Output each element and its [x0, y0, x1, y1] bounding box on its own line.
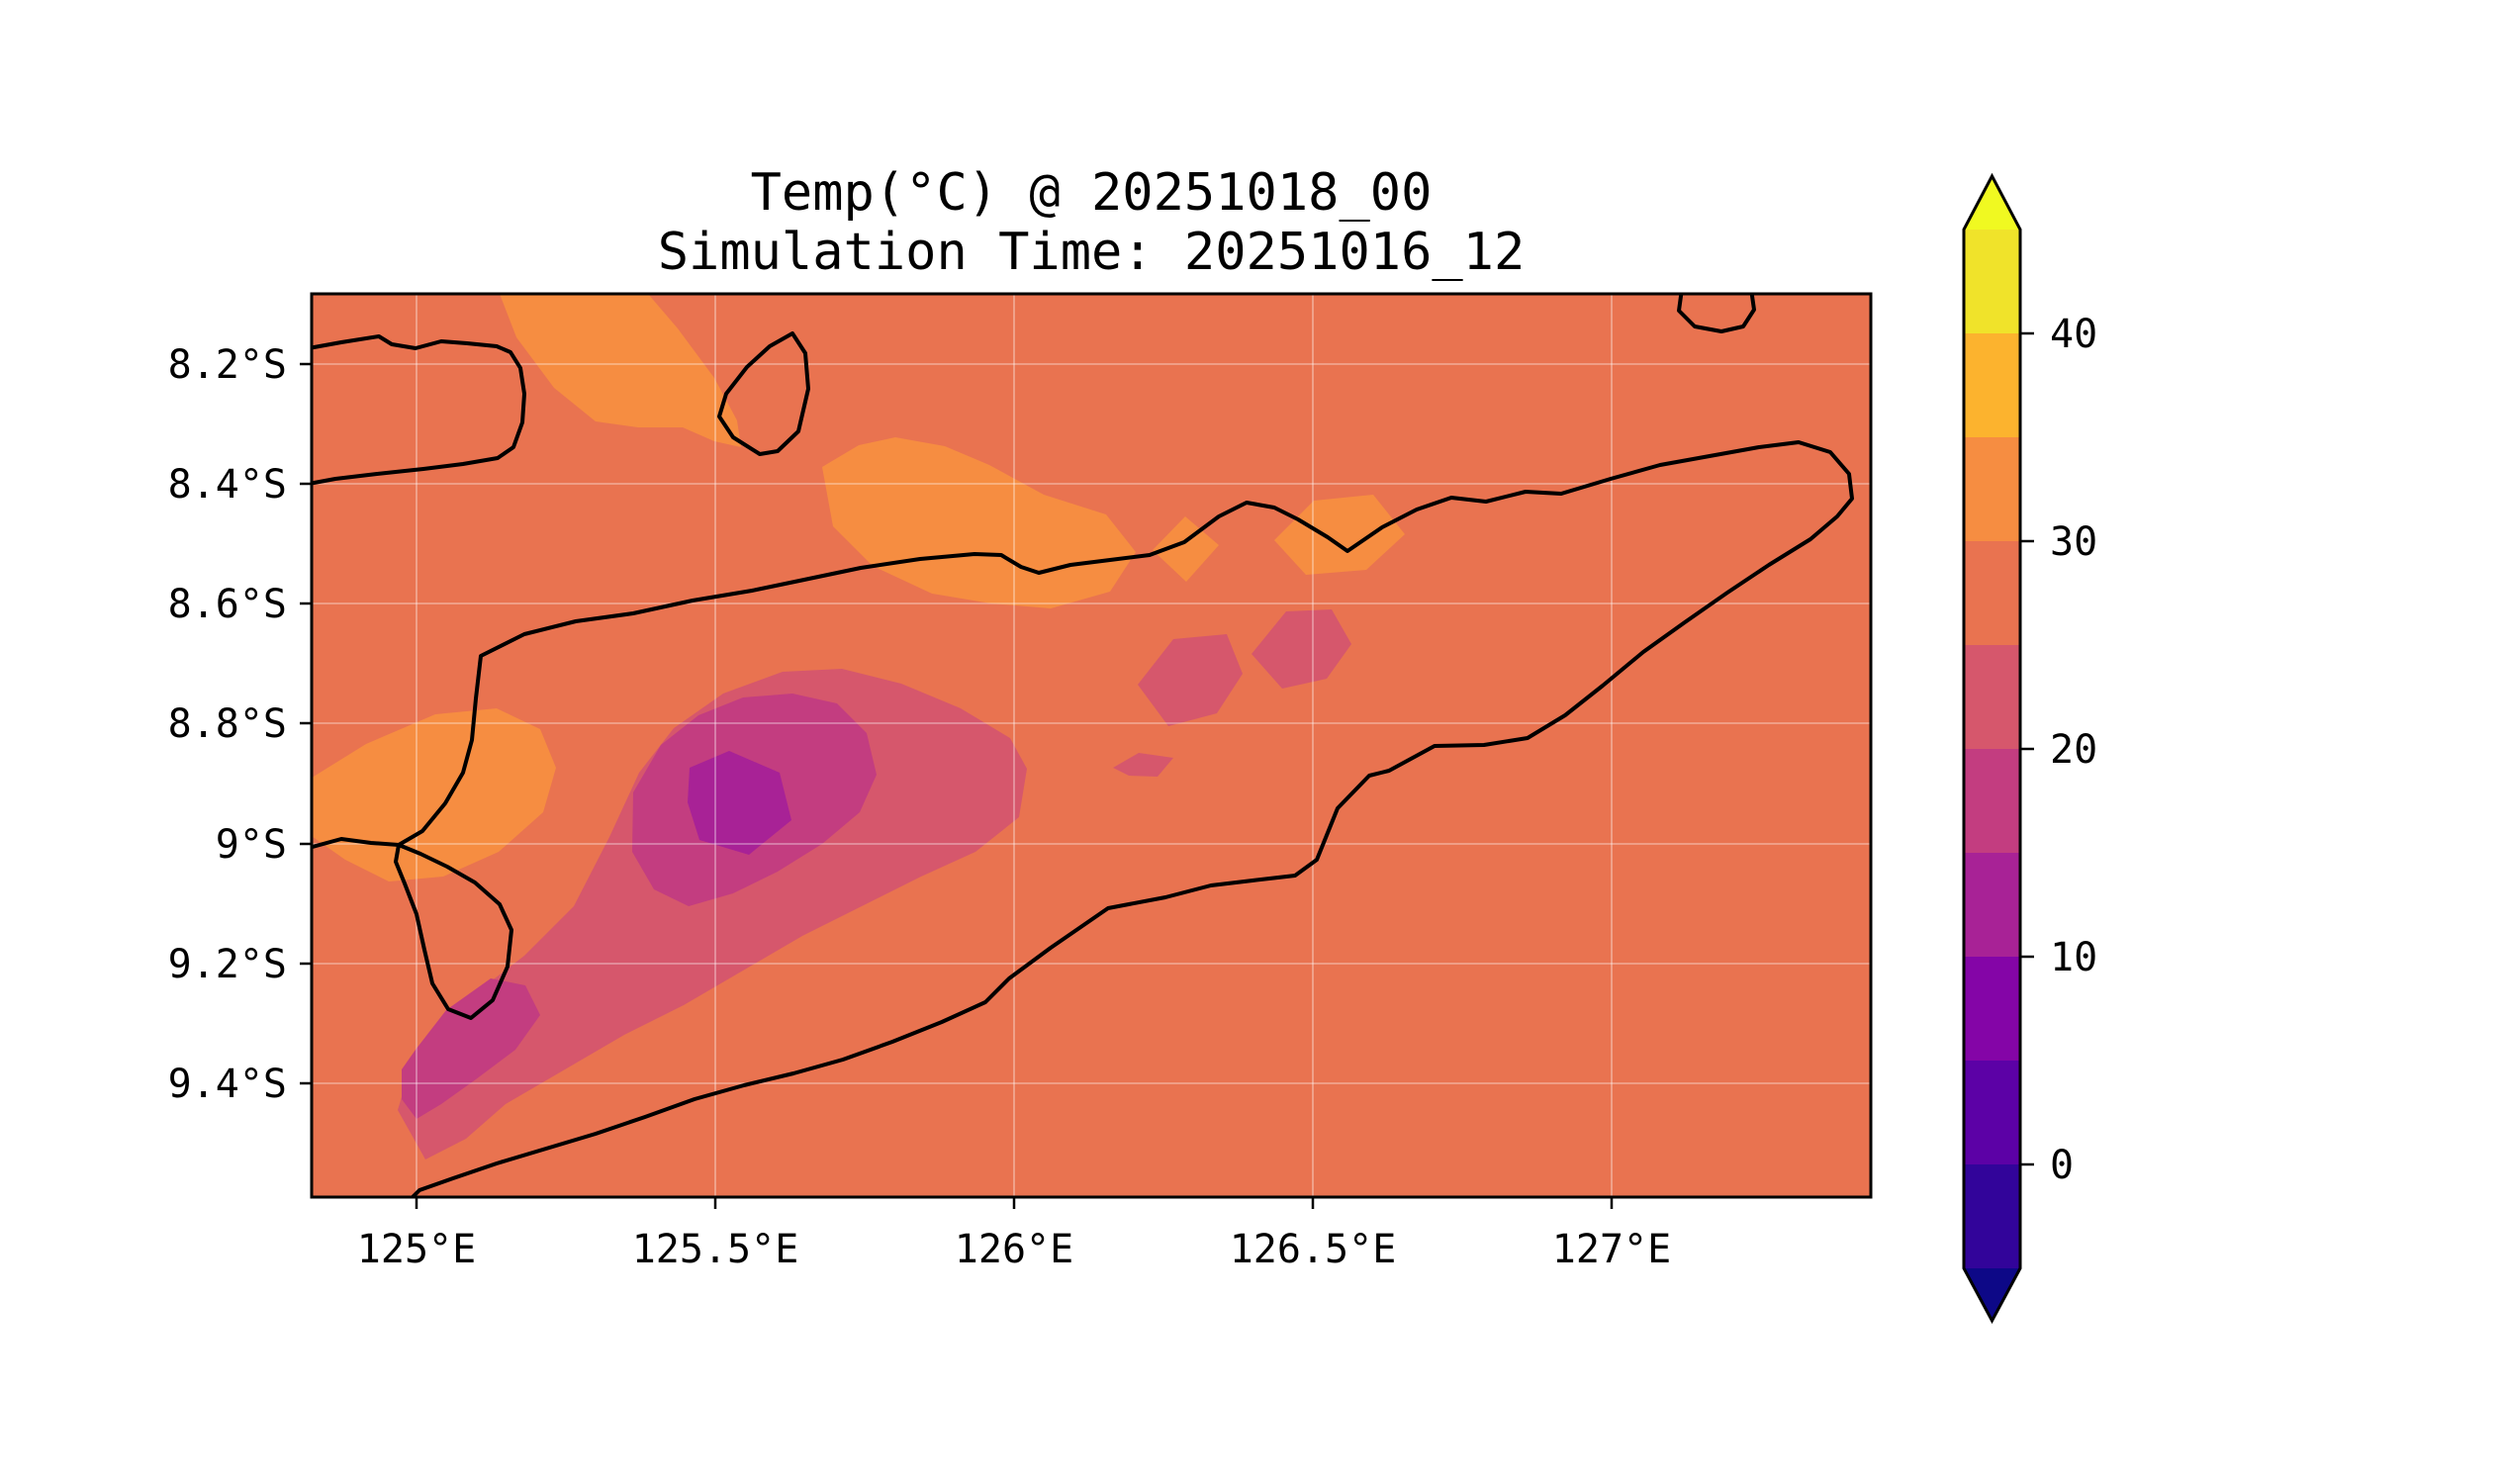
- colorbar-outline: [1962, 172, 2022, 1325]
- colorbar-segment: [1964, 749, 2020, 853]
- colorbar-segment: [1964, 333, 2020, 437]
- colorbar-over-arrow: [1964, 176, 2020, 230]
- contour-orange-coastal-band: [822, 437, 1136, 608]
- y-tick-label: 8.6°S: [168, 582, 287, 627]
- y-tick-label: 9.4°S: [168, 1062, 287, 1107]
- coastline-island-northwest: [312, 334, 526, 486]
- colorbar-segment: [1964, 541, 2020, 645]
- contour-magenta-southwest: [402, 978, 540, 1119]
- colorbar: 40 30 20 10 0: [1962, 172, 2097, 1325]
- x-tick-label: 126°E: [955, 1227, 1073, 1272]
- contour-rose-blob-east1: [1138, 634, 1243, 726]
- colorbar-segment: [1964, 645, 2020, 749]
- colorbar-segment: [1964, 853, 2020, 957]
- y-tick-label: 9°S: [216, 822, 287, 868]
- x-tick-label: 125°E: [357, 1227, 476, 1272]
- x-tick-label: 126.5°E: [1230, 1227, 1397, 1272]
- colorbar-segment: [1964, 1164, 2020, 1268]
- colorbar-tick-label: 20: [2050, 727, 2097, 773]
- colorbar-segment: [1964, 1061, 2020, 1164]
- plot-title-line1: Temp(°C) @ 20251018_00: [751, 163, 1433, 223]
- contour-rose-main-band: [398, 669, 1027, 1159]
- contour-rose-sliver: [1113, 753, 1173, 777]
- colorbar-tick-label: 40: [2050, 312, 2097, 357]
- x-axis-labels: 125°E 125.5°E 126°E 126.5°E 127°E: [357, 1227, 1671, 1272]
- contour-purple-core: [688, 751, 791, 855]
- colorbar-tick-label: 0: [2050, 1143, 2074, 1188]
- coastline-island-top-edge: [1677, 294, 1756, 333]
- colorbar-segment: [1964, 230, 2020, 333]
- y-tick-label: 8.8°S: [168, 701, 287, 747]
- colorbar-tick-label: 10: [2050, 935, 2097, 980]
- x-tick-label: 125.5°E: [632, 1227, 799, 1272]
- contour-orange-west-blob: [312, 708, 556, 881]
- y-tick-label: 8.4°S: [168, 462, 287, 508]
- axis-tick-marks: [300, 362, 1614, 1209]
- colorbar-segment: [1964, 437, 2020, 541]
- colorbar-tick-label: 30: [2050, 519, 2097, 565]
- y-tick-label: 9.2°S: [168, 942, 287, 987]
- coastline-timor-main: [312, 440, 1854, 1197]
- colorbar-under-arrow: [1964, 1268, 2020, 1321]
- contour-orange-north-band: [500, 294, 741, 447]
- contour-orange-coastal-east: [1274, 495, 1405, 575]
- y-tick-label: 8.2°S: [168, 342, 287, 388]
- gridlines: [312, 294, 1871, 1197]
- plot-border: [310, 292, 1873, 1199]
- x-tick-label: 127°E: [1552, 1227, 1671, 1272]
- coastline-west-peninsula-loop: [394, 843, 513, 1020]
- coastlines: [312, 294, 1854, 1197]
- colorbar-segment: [1964, 957, 2020, 1061]
- plot-title-line2: Simulation Time: 20251016_12: [658, 223, 1526, 282]
- contour-orange-diamond-small: [1153, 516, 1219, 582]
- y-axis-labels: 8.2°S 8.4°S 8.6°S 8.8°S 9°S 9.2°S 9.4°S: [168, 342, 287, 1107]
- contour-rose-blob-east2: [1252, 609, 1351, 689]
- coastline-island-atauro: [717, 331, 810, 456]
- map-plot-area: [312, 294, 1871, 1197]
